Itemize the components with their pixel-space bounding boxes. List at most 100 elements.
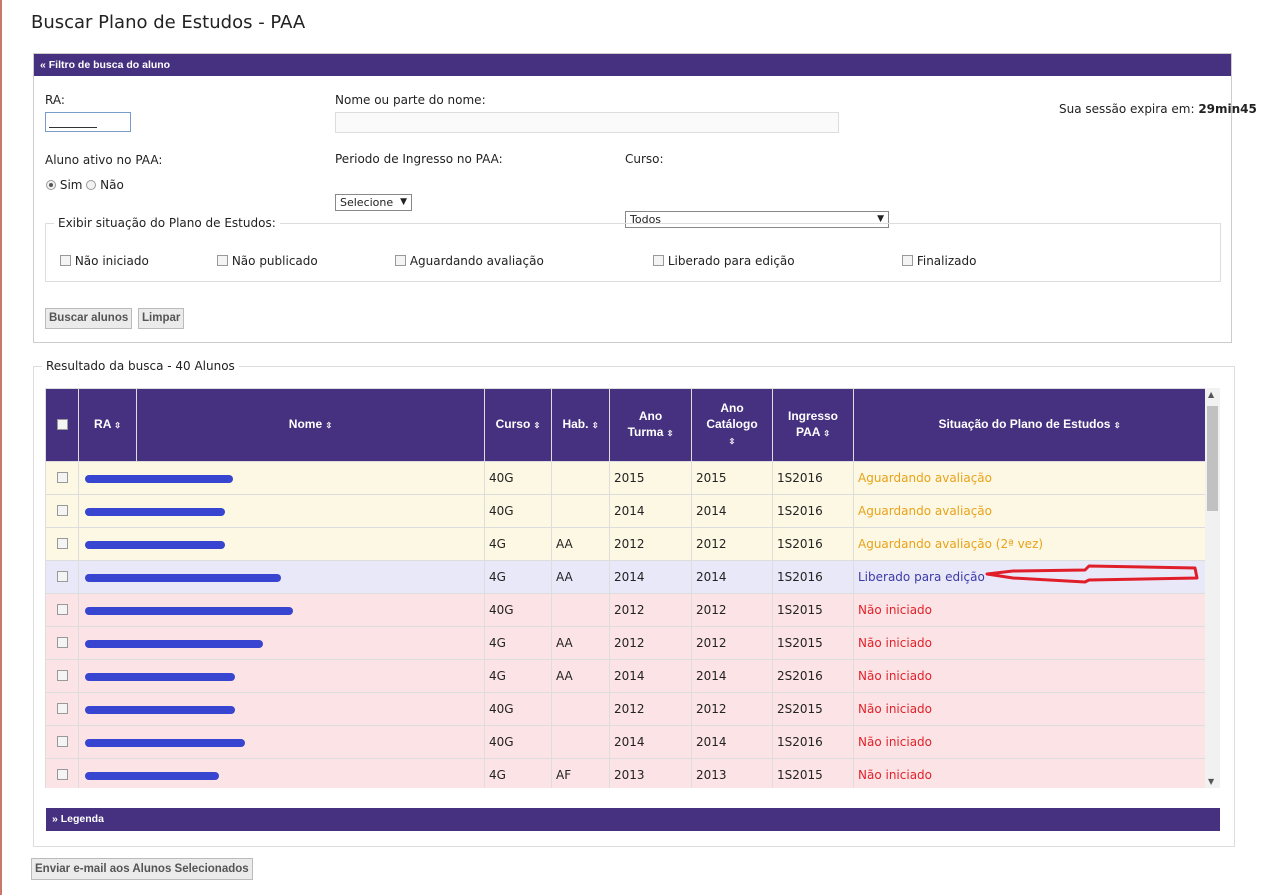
table-row[interactable]: 4G AA 2014 2014 2S2016 Não iniciado	[45, 659, 1206, 693]
student-cell[interactable]	[78, 461, 485, 495]
cell-ingresso: 1S2015	[772, 758, 854, 788]
redacted-student	[85, 672, 235, 681]
active-label: Aluno ativo no PAA:	[45, 153, 163, 167]
table-row[interactable]: 40G 2012 2012 1S2015 Não iniciado	[45, 593, 1206, 627]
redacted-student	[85, 705, 235, 714]
cell-hab: AA	[551, 560, 610, 594]
ra-input-mask	[49, 127, 97, 128]
cell-situacao[interactable]: Liberado para edição	[853, 560, 1206, 594]
cell-situacao[interactable]: Aguardando avaliação (2ª vez)	[853, 527, 1206, 561]
col-situacao[interactable]: Situação do Plano de Estudos ⇳	[853, 388, 1206, 462]
checkbox[interactable]	[902, 255, 913, 266]
ra-input[interactable]	[45, 112, 131, 132]
redacted-student	[85, 639, 263, 648]
select-all-checkbox[interactable]	[56, 419, 68, 430]
cell-hab	[551, 725, 610, 759]
row-checkbox[interactable]	[56, 769, 68, 780]
legend-bar[interactable]: » Legenda	[46, 808, 1220, 831]
scroll-thumb[interactable]	[1207, 406, 1218, 511]
checkbox[interactable]	[653, 255, 664, 266]
row-checkbox-cell	[45, 626, 79, 660]
results-legend: Resultado da busca - 40 Alunos	[46, 359, 235, 373]
row-checkbox[interactable]	[56, 538, 68, 549]
cell-situacao[interactable]: Aguardando avaliação	[853, 494, 1206, 528]
table-row[interactable]: 40G 2014 2014 1S2016 Não iniciado	[45, 725, 1206, 759]
checkbox[interactable]	[217, 255, 228, 266]
row-checkbox[interactable]	[56, 505, 68, 516]
course-select[interactable]: Todos ▼	[625, 211, 889, 228]
row-checkbox[interactable]	[56, 670, 68, 681]
col-ano-catalogo[interactable]: Ano Catálogo ⇳	[691, 388, 773, 462]
scroll-down-icon[interactable]: ▼	[1208, 777, 1215, 786]
student-cell[interactable]	[78, 725, 485, 759]
cell-ano-catalogo: 2014	[691, 659, 773, 693]
checkbox[interactable]	[395, 255, 406, 266]
period-select[interactable]: Selecione ▼	[335, 194, 412, 211]
table-row[interactable]: 40G 2014 2014 1S2016 Aguardando avaliação	[45, 494, 1206, 528]
redacted-student	[85, 573, 281, 582]
student-cell[interactable]	[78, 626, 485, 660]
table-row[interactable]: 4G AA 2012 2012 1S2015 Não iniciado	[45, 626, 1206, 660]
filter-panel: « Filtro de busca do aluno RA: Nome ou p…	[33, 53, 1232, 343]
scroll-up-icon[interactable]: ▲	[1208, 390, 1215, 399]
cell-situacao[interactable]: Não iniciado	[853, 626, 1206, 660]
redacted-student	[85, 738, 245, 747]
student-cell[interactable]	[78, 692, 485, 726]
cell-situacao[interactable]: Não iniciado	[853, 593, 1206, 627]
radio-nao[interactable]	[86, 180, 97, 190]
name-input[interactable]	[335, 112, 839, 133]
col-ano-turma[interactable]: Ano Turma ⇳	[609, 388, 692, 462]
clear-button[interactable]: Limpar	[138, 308, 185, 329]
cell-curso: 40G	[484, 461, 552, 495]
cell-ingresso: 1S2015	[772, 593, 854, 627]
row-checkbox-cell	[45, 560, 79, 594]
cell-ano-turma: 2012	[609, 593, 692, 627]
left-border	[0, 0, 2, 895]
student-cell[interactable]	[78, 659, 485, 693]
col-curso[interactable]: Curso ⇳	[484, 388, 552, 462]
cell-ingresso: 1S2016	[772, 560, 854, 594]
row-checkbox[interactable]	[56, 637, 68, 648]
radio-sim[interactable]	[46, 180, 56, 190]
table-scrollbar[interactable]: ▲ ▼	[1205, 388, 1220, 788]
situation-option[interactable]: Não publicado	[217, 254, 318, 268]
cell-situacao[interactable]: Aguardando avaliação	[853, 461, 1206, 495]
table-row[interactable]: 40G 2012 2012 2S2015 Não iniciado	[45, 692, 1206, 726]
cell-ano-catalogo: 2015	[691, 461, 773, 495]
student-cell[interactable]	[78, 560, 485, 594]
situation-option[interactable]: Liberado para edição	[653, 254, 795, 268]
filter-header[interactable]: « Filtro de busca do aluno	[34, 54, 1231, 76]
row-checkbox[interactable]	[56, 703, 68, 714]
cell-curso: 4G	[484, 758, 552, 788]
col-ra[interactable]: RA ⇳	[78, 388, 137, 462]
cell-ano-catalogo: 2012	[691, 527, 773, 561]
period-select-value: Selecione	[340, 196, 394, 209]
send-email-button[interactable]: Enviar e-mail aos Alunos Selecionados	[31, 858, 253, 880]
situation-option[interactable]: Finalizado	[902, 254, 976, 268]
row-checkbox[interactable]	[56, 472, 68, 483]
table-row[interactable]: 4G AA 2012 2012 1S2016 Aguardando avaliação (…	[45, 527, 1206, 561]
row-checkbox[interactable]	[56, 571, 68, 582]
student-cell[interactable]	[78, 527, 485, 561]
table-row[interactable]: 40G 2015 2015 1S2016 Aguardando avaliação	[45, 461, 1206, 495]
situation-option[interactable]: Aguardando avaliação	[395, 254, 544, 268]
row-checkbox[interactable]	[56, 604, 68, 615]
search-button[interactable]: Buscar alunos	[45, 308, 133, 329]
situation-option[interactable]: Não iniciado	[60, 254, 149, 268]
col-nome[interactable]: Nome ⇳	[136, 388, 485, 462]
cell-situacao[interactable]: Não iniciado	[853, 725, 1206, 759]
results-fieldset: Resultado da busca - 40 Alunos	[33, 359, 1235, 847]
col-hab[interactable]: Hab. ⇳	[551, 388, 610, 462]
sort-icon: ⇳	[114, 421, 121, 430]
student-cell[interactable]	[78, 758, 485, 788]
cell-situacao[interactable]: Não iniciado	[853, 758, 1206, 788]
student-cell[interactable]	[78, 593, 485, 627]
cell-situacao[interactable]: Não iniciado	[853, 692, 1206, 726]
table-row[interactable]: 4G AF 2013 2013 1S2015 Não iniciado	[45, 758, 1206, 788]
col-ingresso[interactable]: Ingresso PAA ⇳	[772, 388, 854, 462]
cell-situacao[interactable]: Não iniciado	[853, 659, 1206, 693]
row-checkbox[interactable]	[56, 736, 68, 747]
cell-curso: 4G	[484, 626, 552, 660]
checkbox[interactable]	[60, 255, 71, 266]
student-cell[interactable]	[78, 494, 485, 528]
